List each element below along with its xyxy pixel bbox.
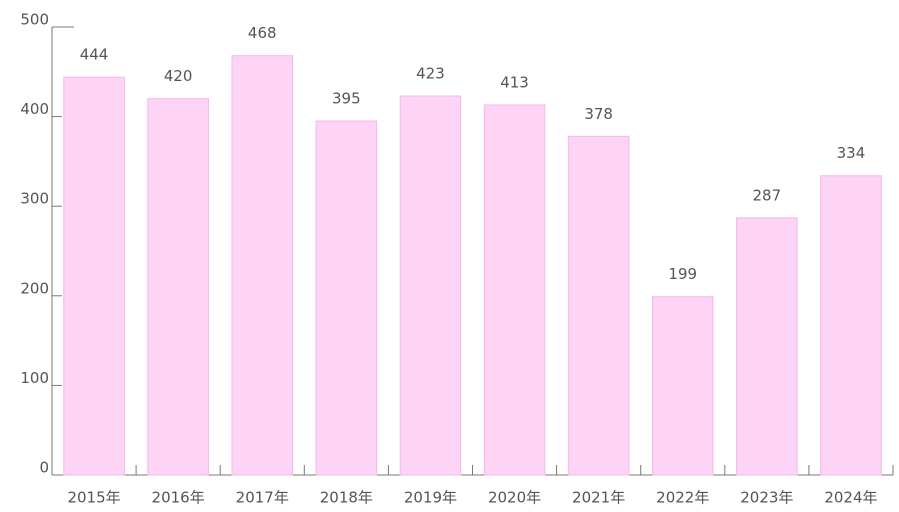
bar bbox=[147, 98, 209, 476]
bar bbox=[63, 76, 125, 476]
y-tick-label: 100 bbox=[20, 369, 49, 387]
y-tick-label: 400 bbox=[20, 100, 49, 118]
bar bbox=[315, 120, 378, 476]
bar bbox=[736, 217, 798, 476]
bar bbox=[651, 296, 714, 476]
value-label: 199 bbox=[668, 265, 697, 283]
value-label: 378 bbox=[584, 105, 613, 123]
bar bbox=[820, 175, 882, 476]
x-tick-label: 2018年 bbox=[320, 489, 373, 507]
y-tick-label: 200 bbox=[20, 279, 49, 297]
x-tick-label: 2020年 bbox=[488, 489, 541, 507]
x-tick-label: 2019年 bbox=[404, 489, 457, 507]
value-label: 420 bbox=[164, 67, 193, 85]
y-tick-label: 300 bbox=[20, 190, 49, 208]
y-tick-label: 500 bbox=[20, 11, 49, 29]
value-label: 444 bbox=[80, 46, 109, 64]
bar bbox=[231, 55, 294, 476]
value-label: 395 bbox=[332, 90, 361, 108]
y-tick-label: 0 bbox=[39, 459, 49, 477]
x-tick-label: 2016年 bbox=[152, 489, 205, 507]
value-label: 287 bbox=[753, 186, 782, 204]
bar bbox=[399, 95, 462, 476]
x-tick-label: 2021年 bbox=[572, 489, 625, 507]
bar bbox=[483, 104, 546, 476]
x-tick-label: 2017年 bbox=[236, 489, 289, 507]
value-label: 468 bbox=[248, 24, 277, 42]
value-label: 423 bbox=[416, 64, 445, 82]
x-tick-label: 2022年 bbox=[656, 489, 709, 507]
x-tick-label: 2023年 bbox=[740, 489, 793, 507]
bar bbox=[567, 135, 630, 476]
x-tick-label: 2024年 bbox=[824, 489, 877, 507]
x-tick-label: 2015年 bbox=[67, 489, 120, 507]
value-label: 334 bbox=[837, 144, 866, 162]
value-label: 413 bbox=[500, 73, 529, 91]
